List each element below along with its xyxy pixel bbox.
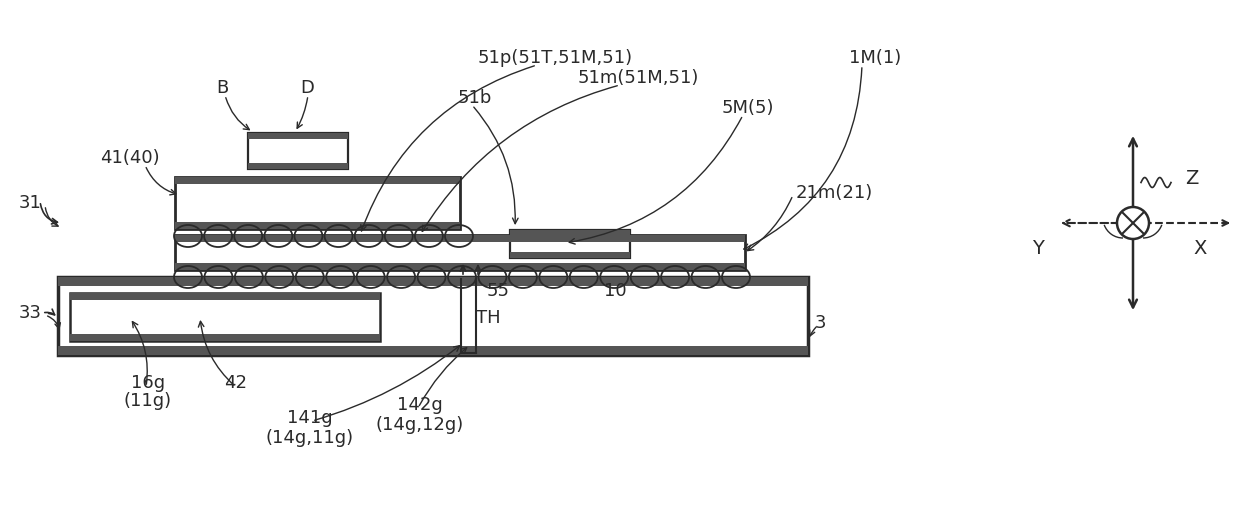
Bar: [58, 346, 808, 355]
Text: (14g,11g): (14g,11g): [265, 429, 355, 447]
Bar: [69, 293, 379, 300]
Text: 42: 42: [224, 374, 248, 392]
Text: 3: 3: [815, 314, 826, 332]
Text: D: D: [300, 79, 314, 97]
Bar: [510, 230, 630, 236]
Text: TH: TH: [476, 309, 500, 327]
Text: 31: 31: [19, 194, 41, 212]
Text: 141g: 141g: [288, 409, 332, 427]
Bar: [175, 235, 745, 242]
Bar: [175, 263, 745, 270]
Text: 21m(21): 21m(21): [796, 184, 873, 202]
Bar: [510, 252, 630, 258]
Text: B: B: [216, 79, 228, 97]
Bar: [248, 133, 348, 169]
Text: 16g: 16g: [131, 374, 165, 392]
Text: 5M(5): 5M(5): [722, 99, 774, 117]
Text: (14g,12g): (14g,12g): [376, 416, 464, 434]
Bar: [248, 163, 348, 169]
Bar: [58, 277, 808, 286]
Bar: [58, 277, 808, 355]
Text: 142g: 142g: [397, 396, 443, 414]
Bar: [175, 177, 460, 229]
Bar: [175, 177, 460, 184]
Bar: [69, 293, 379, 341]
Circle shape: [1117, 207, 1149, 239]
Text: Y: Y: [1032, 239, 1044, 258]
Text: 33: 33: [19, 304, 41, 322]
Text: 1M(1): 1M(1): [849, 49, 901, 67]
Text: 51m(51M,51): 51m(51M,51): [578, 69, 698, 87]
Text: 10: 10: [604, 282, 626, 300]
Text: 55: 55: [486, 282, 510, 300]
Bar: [248, 133, 348, 139]
Bar: [69, 334, 379, 341]
Text: Z: Z: [1185, 168, 1199, 187]
Text: 41(40): 41(40): [100, 149, 160, 167]
Text: 51p(51T,51M,51): 51p(51T,51M,51): [477, 49, 632, 67]
Bar: [175, 222, 460, 229]
Text: (11g): (11g): [124, 392, 172, 410]
Bar: [510, 230, 630, 258]
Text: X: X: [1193, 239, 1207, 258]
Bar: [175, 235, 745, 270]
Text: 51b: 51b: [458, 89, 492, 107]
